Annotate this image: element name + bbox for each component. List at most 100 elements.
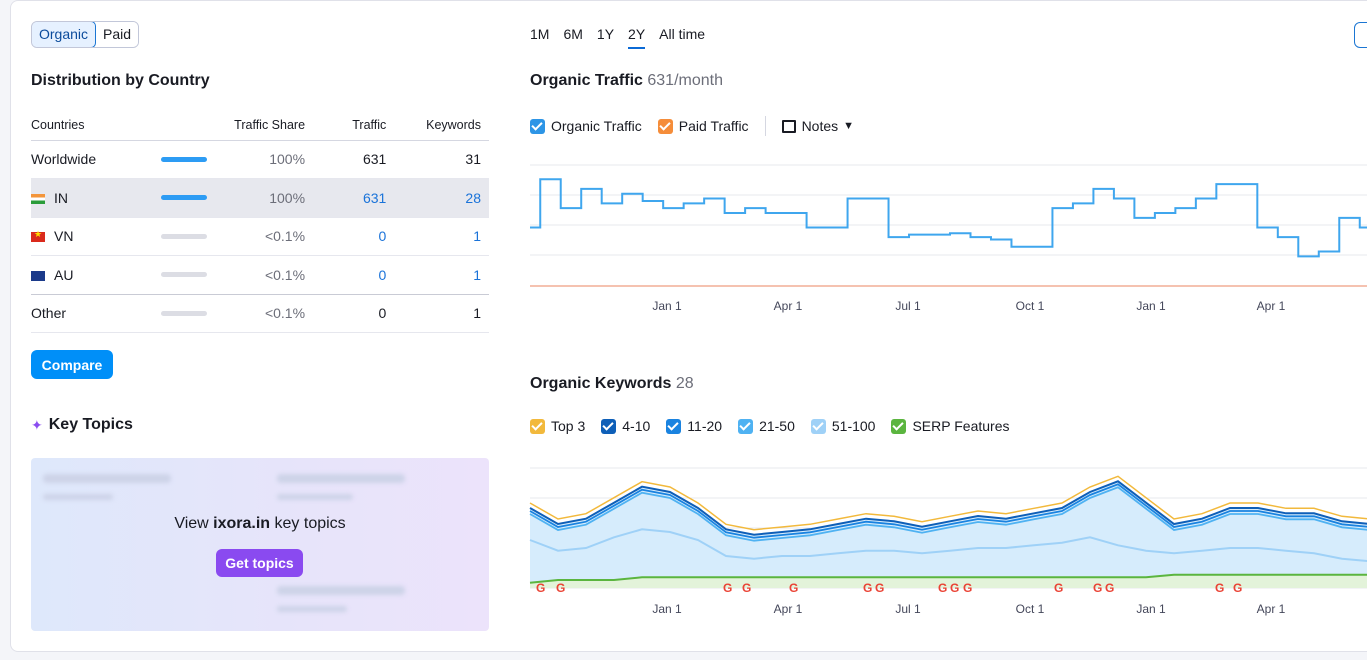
google-update-icon[interactable]: G (1215, 581, 1224, 595)
checkbox-icon (891, 418, 907, 434)
google-update-icon[interactable]: G (742, 581, 751, 595)
table-row[interactable]: Worldwide 100% 631 31 (31, 140, 489, 179)
col-traffic[interactable]: Traffic (331, 110, 395, 141)
keywords-area (530, 481, 1367, 588)
legend-11-20[interactable]: 11-20 (666, 418, 722, 434)
x-tick-label: Jan 1 (1136, 602, 1166, 616)
google-update-icon[interactable]: G (1093, 581, 1102, 595)
period-1m[interactable]: 1M (530, 26, 550, 42)
compare-button[interactable]: Compare (31, 350, 113, 379)
country-name: VN (54, 228, 74, 245)
share-bar (161, 233, 208, 239)
india-flag-icon (31, 193, 45, 204)
traffic-title: Organic Traffic (530, 72, 643, 89)
google-update-icon[interactable]: G (950, 581, 959, 595)
keywords-legend: Top 3 4-10 11-20 21-50 51-100 SERP Featu… (530, 418, 1025, 434)
google-update-icon[interactable]: G (723, 581, 732, 595)
country-name: Worldwide (31, 140, 142, 179)
table-header-row: Countries Traffic Share Traffic Keywords (31, 110, 489, 141)
traffic-link[interactable]: 631 (331, 178, 395, 218)
period-6m[interactable]: 6M (563, 26, 583, 42)
traffic-link[interactable]: 0 (331, 255, 395, 295)
google-update-icon[interactable]: G (875, 581, 884, 595)
traffic-legend: Organic Traffic Paid Traffic Notes ▼ (530, 116, 870, 136)
traffic-link[interactable]: 0 (331, 217, 395, 256)
legend-21-50[interactable]: 21-50 (738, 418, 795, 434)
toggle-organic[interactable]: Organic (32, 22, 97, 47)
keywords-value: 31 (394, 140, 489, 179)
get-topics-button[interactable]: Get topics (216, 549, 303, 577)
share-value: 100% (269, 151, 306, 168)
x-tick-label: Apr 1 (1257, 602, 1286, 616)
google-update-icon[interactable]: G (536, 581, 545, 595)
traffic-value: 0 (331, 294, 395, 333)
google-update-icon[interactable]: G (1054, 581, 1063, 595)
google-update-icon[interactable]: G (556, 581, 565, 595)
checkbox-icon (530, 118, 545, 134)
country-name: Other (31, 294, 142, 333)
notes-dropdown[interactable]: Notes ▼ (781, 118, 854, 134)
x-tick-label: Oct 1 (1016, 299, 1045, 313)
x-tick-label: Jan 1 (652, 299, 682, 313)
col-keywords[interactable]: Keywords (394, 110, 489, 141)
google-update-icon[interactable]: G (789, 581, 798, 595)
keywords-title: Organic Keywords (530, 375, 672, 392)
key-topics-title: Key Topics (48, 416, 133, 433)
google-update-icon[interactable]: G (1233, 581, 1242, 595)
keywords-heading: Organic Keywords 28 (530, 375, 694, 393)
period-all-time[interactable]: All time (659, 26, 706, 42)
x-tick-label: Oct 1 (1016, 602, 1045, 616)
keywords-51-100-line (529, 528, 1367, 563)
table-row: Other <0.1% 0 1 (31, 294, 489, 333)
toggle-paid[interactable]: Paid (96, 22, 139, 47)
checkbox-icon (530, 418, 545, 434)
keywords-series-line (529, 486, 1367, 542)
checkbox-icon (601, 418, 617, 434)
col-traffic-share[interactable]: Traffic Share (141, 110, 332, 141)
view-topics-text: View ixora.in key topics (174, 515, 346, 532)
table-row[interactable]: AU <0.1% 0 1 (31, 255, 489, 295)
google-update-icon[interactable]: G (963, 581, 972, 595)
x-tick-label: Jul 1 (895, 299, 921, 313)
organic-paid-toggle: Organic Paid (31, 21, 140, 48)
key-topics-heading: ✦ Key Topics (31, 416, 133, 434)
traffic-value: 631 (331, 140, 395, 179)
key-topics-preview: View ixora.in key topics Get topics (31, 458, 489, 631)
period-2y[interactable]: 2Y (628, 26, 646, 49)
keywords-link[interactable]: 1 (394, 255, 489, 295)
organic-traffic-line (530, 178, 1367, 258)
legend-top-3[interactable]: Top 3 (530, 418, 585, 434)
organic-traffic-chart[interactable]: Jan 1 Apr 1 Jul 1 Oct 1 Jan 1 Apr 1 (530, 150, 1367, 320)
export-button[interactable] (1354, 22, 1367, 48)
share-value: <0.1% (264, 228, 306, 245)
keywords-value: 1 (394, 294, 489, 333)
checkbox-icon (738, 418, 754, 434)
share-value: <0.1% (264, 305, 306, 322)
keywords-link[interactable]: 1 (394, 217, 489, 256)
period-1y[interactable]: 1Y (596, 26, 615, 42)
checkbox-icon (666, 418, 682, 434)
keywords-series-line (529, 483, 1367, 539)
google-update-icon[interactable]: G (863, 581, 872, 595)
share-value: 100% (269, 189, 306, 206)
google-update-icon[interactable]: G (1105, 581, 1114, 595)
legend-serp-features[interactable]: SERP Features (891, 418, 1009, 434)
legend-paid-traffic[interactable]: Paid Traffic (657, 118, 749, 134)
x-tick-label: Apr 1 (774, 299, 803, 313)
google-update-icon[interactable]: G (938, 581, 947, 595)
table-row[interactable]: IN 100% 631 28 (31, 178, 489, 218)
legend-51-100[interactable]: 51-100 (810, 418, 875, 434)
keywords-link[interactable]: 28 (394, 178, 489, 218)
legend-4-10[interactable]: 4-10 (601, 418, 650, 434)
keywords-series-line (529, 475, 1367, 531)
keywords-series-line (529, 480, 1367, 536)
share-value: <0.1% (264, 266, 306, 283)
col-countries[interactable]: Countries (31, 110, 142, 141)
legend-organic-traffic[interactable]: Organic Traffic (530, 118, 642, 134)
notes-icon (781, 119, 796, 133)
vietnam-flag-icon (31, 229, 45, 243)
table-row[interactable]: VN <0.1% 0 1 (31, 217, 489, 256)
share-bar (161, 310, 208, 316)
period-selector: 1M 6M 1Y 2Y All time (530, 26, 705, 49)
